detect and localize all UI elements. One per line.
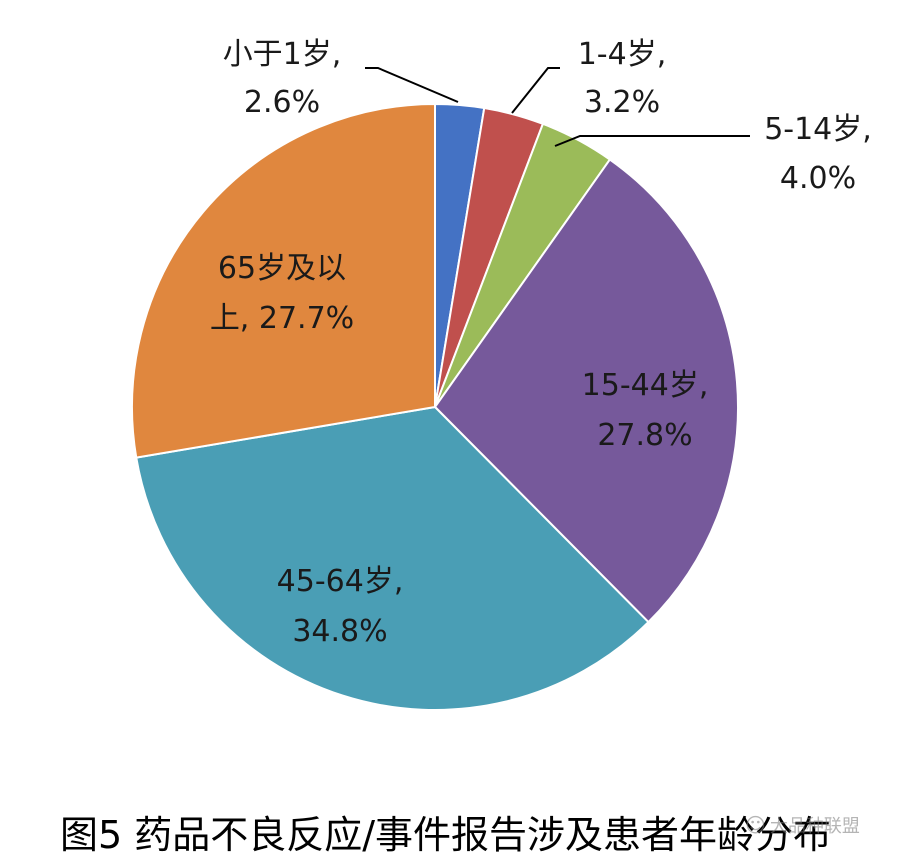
data-label-5-14-line1: 5-14岁, [764,112,872,147]
data-label-1-4-line2: 3.2% [584,85,660,120]
leader-lines [365,67,750,147]
data-label-under-1-line1: 小于1岁, [223,37,342,72]
figure-caption: 图5 药品不良反应/事件报告涉及患者年龄分布 [60,813,832,857]
leader-line-5-14 [554,135,750,147]
pie-slice-45-64 [135,405,650,711]
watermark: ☺ 大品种联盟 [745,812,860,838]
data-label-45-64-line1: 45-64岁, [277,564,404,599]
data-label-65-plus-line1: 65岁及以 [218,251,346,286]
data-label-45-64-line2: 34.8% [292,614,387,649]
wechat-icon: ☺ [745,813,766,837]
leader-line-1-4 [511,67,560,114]
data-label-5-14-line2: 4.0% [780,161,856,196]
pie-chart: 小于1岁, 2.6% 1-4岁, 3.2% 5-14岁, 4.0% 15-44岁, 27.8%… [131,37,872,711]
data-label-under-1-line2: 2.6% [244,85,320,120]
data-label-15-44-line2: 27.8% [597,418,692,453]
leader-line-under-1 [365,67,459,103]
pie-slices [131,102,739,711]
data-label-15-44-line1: 15-44岁, [582,368,709,403]
watermark-text: 大品种联盟 [769,816,860,837]
data-label-65-plus-line2: 上, 27.7% [210,301,354,336]
pie-slice-15-44 [433,158,739,624]
pie-slice-65-plus [131,102,436,459]
data-label-1-4-line1: 1-4岁, [578,37,667,72]
data-labels: 小于1岁, 2.6% 1-4岁, 3.2% 5-14岁, 4.0% 15-44岁, 27.8%… [210,37,872,649]
